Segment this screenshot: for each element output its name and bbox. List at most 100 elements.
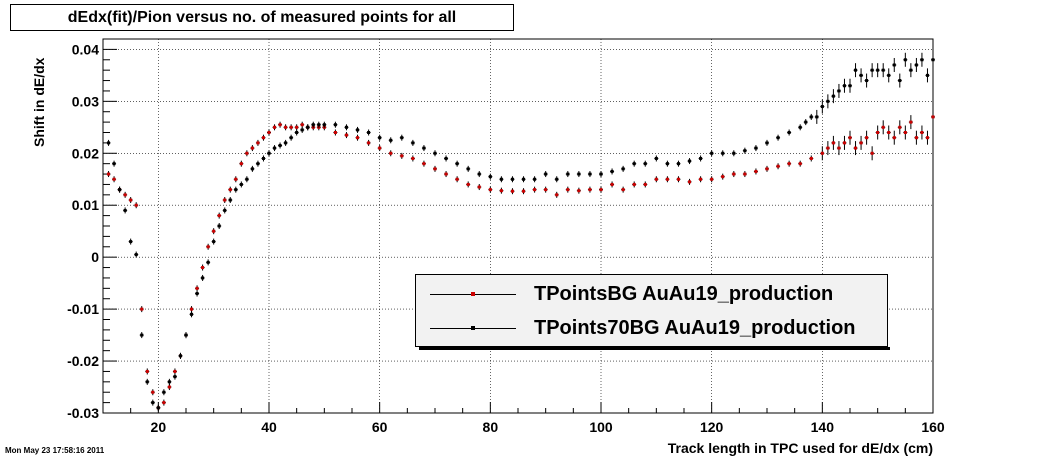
data-point [643, 182, 647, 186]
data-point [112, 162, 116, 166]
data-point [411, 141, 415, 145]
data-point [311, 123, 315, 127]
data-point [173, 375, 177, 379]
data-point [721, 175, 725, 179]
data-point [356, 136, 360, 140]
data-point [228, 198, 232, 202]
data-point [322, 123, 326, 127]
data-point [688, 159, 692, 163]
data-point [234, 177, 238, 181]
timestamp: Mon May 23 17:58:16 2011 [5, 446, 105, 455]
x-tick-label: 140 [811, 419, 835, 435]
data-point [278, 143, 282, 147]
data-point [123, 193, 127, 197]
data-point [145, 369, 149, 373]
data-point [588, 172, 592, 176]
data-point [870, 68, 874, 72]
data-point [599, 188, 603, 192]
data-point [278, 123, 282, 127]
data-point [167, 380, 171, 384]
data-point [909, 120, 913, 124]
data-point [217, 224, 221, 228]
data-point [178, 354, 182, 358]
data-point [654, 177, 658, 181]
y-tick-label: -0.01 [67, 301, 99, 317]
y-tick-label: 0.01 [72, 197, 99, 213]
data-point [643, 162, 647, 166]
data-point [854, 68, 858, 72]
data-point [837, 146, 841, 150]
data-point [914, 63, 918, 67]
data-point [239, 162, 243, 166]
data-point [876, 68, 880, 72]
data-point [455, 162, 459, 166]
data-point [837, 89, 841, 93]
data-point [499, 177, 503, 181]
axis-ticks: 20 40 60 80 100 120 140 160 -0.03 -0.02 -0.01 0 0.01… [67, 38, 945, 435]
data-point [544, 172, 548, 176]
legend-entry-tpointsbg: TPointsBG AuAu19_production [416, 277, 887, 313]
data-point [284, 141, 288, 145]
data-point [206, 245, 210, 249]
data-point [809, 156, 813, 160]
data-point [925, 73, 929, 77]
data-point [173, 369, 177, 373]
x-tick-label: 20 [151, 419, 167, 435]
data-point [588, 188, 592, 192]
data-point [732, 172, 736, 176]
data-point [566, 172, 570, 176]
data-point [721, 151, 725, 155]
data-point [107, 141, 111, 145]
y-tick-label: 0.02 [72, 145, 99, 161]
legend-marker-tpointsbg [471, 292, 475, 296]
data-point [217, 214, 221, 218]
data-point [195, 292, 199, 296]
data-point [809, 115, 813, 119]
data-point [776, 136, 780, 140]
data-point [710, 151, 714, 155]
series-1 [106, 52, 935, 411]
data-point [212, 240, 216, 244]
data-point [107, 172, 111, 176]
data-point [887, 73, 891, 77]
data-point [295, 131, 299, 134]
data-point [665, 177, 669, 181]
data-point [466, 182, 470, 186]
data-point [333, 123, 337, 127]
data-point [444, 172, 448, 176]
data-point [433, 167, 437, 171]
data-point [140, 307, 144, 311]
data-point [162, 401, 166, 405]
data-point [743, 172, 747, 176]
data-point [250, 146, 254, 150]
legend-marker-tpoints70bg [471, 326, 475, 330]
data-point [544, 188, 548, 192]
data-point [123, 208, 127, 212]
legend-label-tpointsbg: TPointsBG AuAu19_production [534, 283, 834, 305]
data-point [892, 63, 896, 67]
data-point [865, 79, 869, 83]
data-point [632, 182, 636, 186]
data-point [522, 189, 526, 193]
data-point [898, 125, 902, 129]
data-point [555, 193, 559, 197]
data-point [909, 68, 913, 72]
data-point [798, 125, 802, 129]
data-point [826, 99, 830, 103]
data-point [820, 151, 824, 155]
data-point [284, 125, 288, 129]
data-point [206, 260, 210, 264]
data-point [798, 162, 802, 166]
data-point [854, 146, 858, 150]
data-point [848, 84, 852, 88]
data-point [876, 131, 880, 134]
data-point [555, 177, 559, 181]
data-point [367, 141, 371, 145]
legend-entry-tpoints70bg: TPoints70BG AuAu19_production [416, 311, 887, 347]
data-point [228, 188, 232, 192]
x-tick-label: 120 [700, 419, 724, 435]
data-point [129, 198, 133, 202]
y-tick-label: 0.03 [72, 93, 99, 109]
data-point [190, 307, 194, 311]
